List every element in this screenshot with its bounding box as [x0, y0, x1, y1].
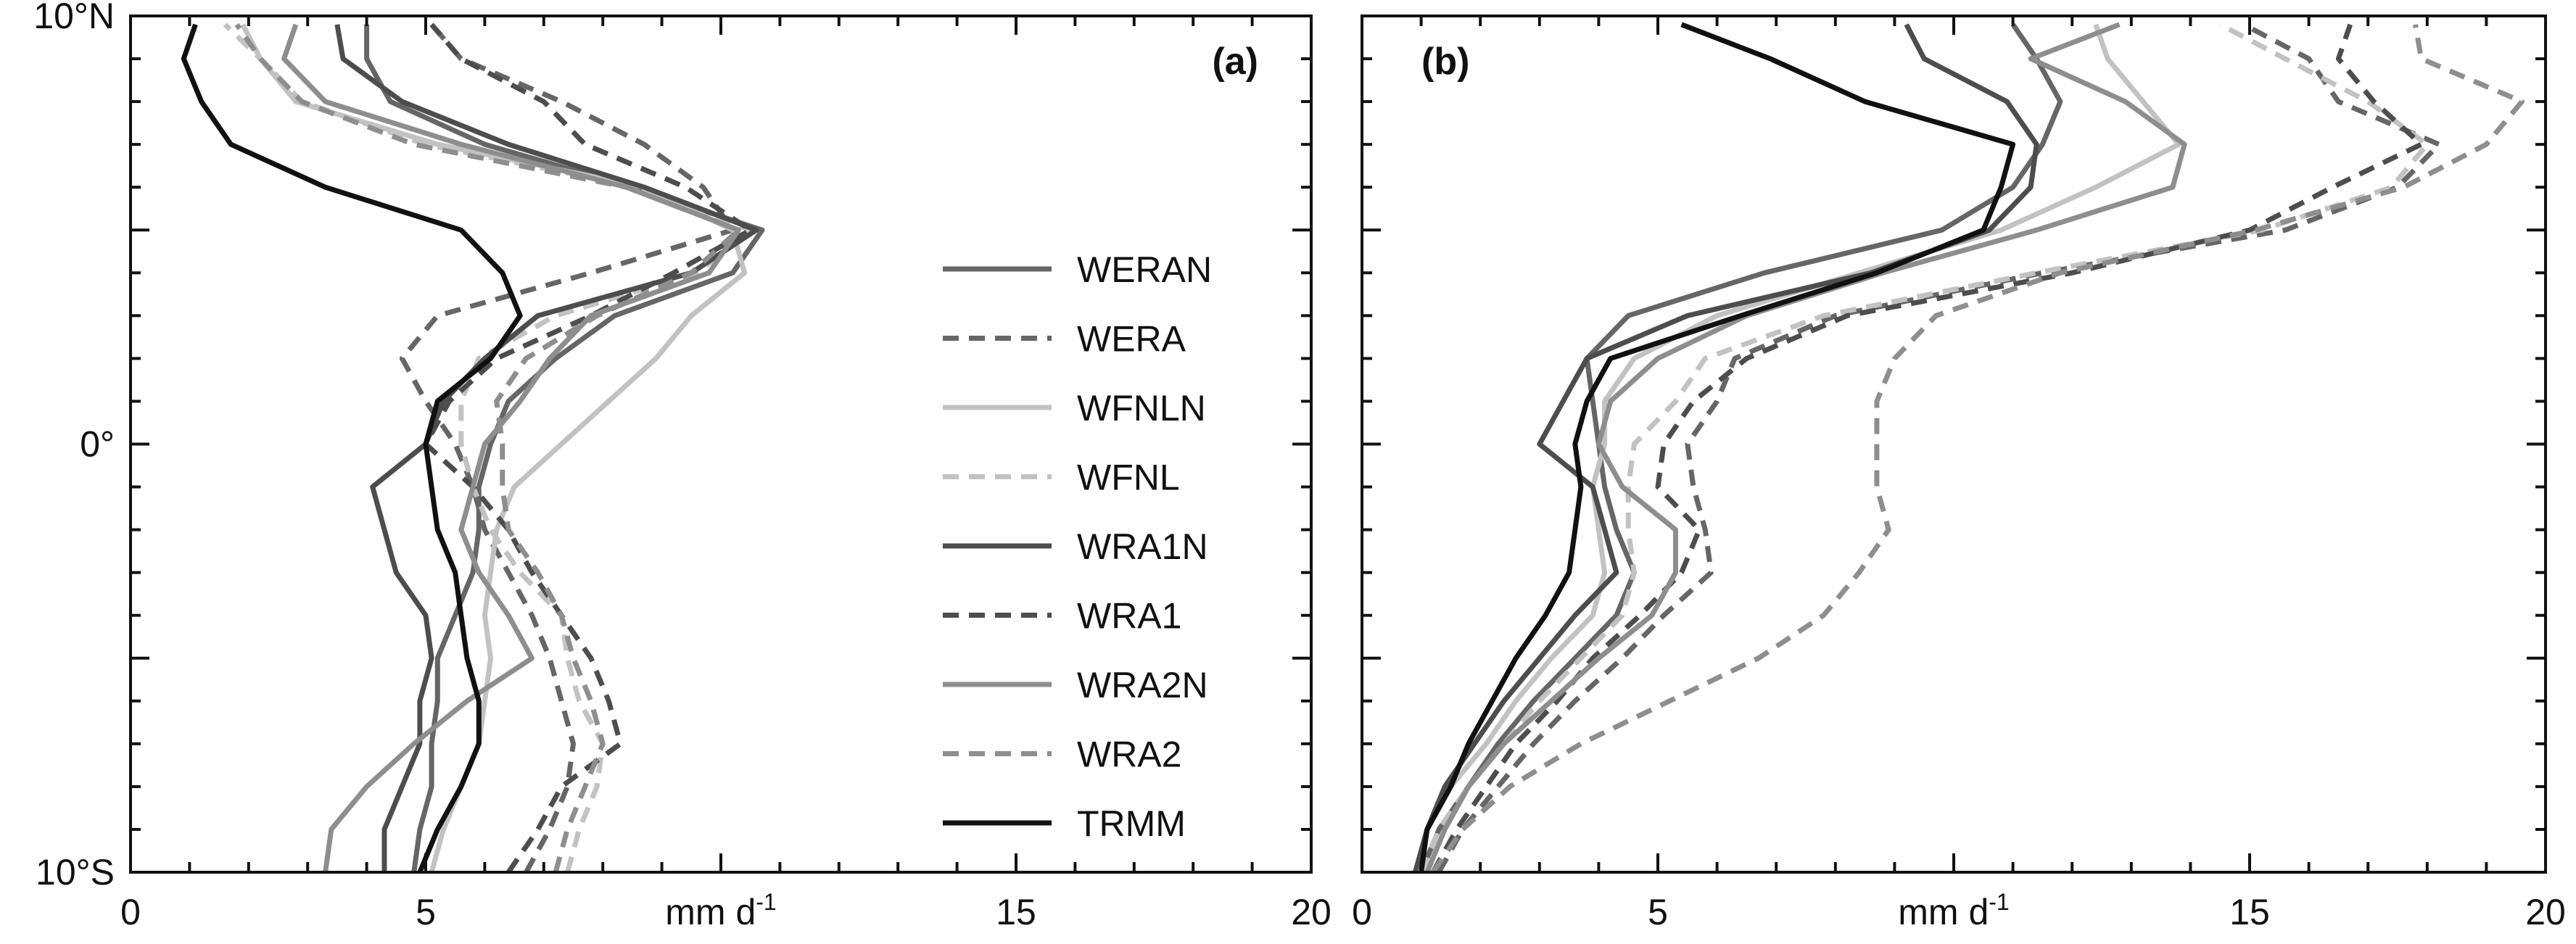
legend-label-wra1n: WRA1N: [1077, 526, 1208, 567]
series-line-wfnl: [1419, 22, 2430, 874]
series-line-wra2: [234, 22, 741, 873]
x-tick-label: 0: [120, 892, 141, 932]
series-line-trmm: [181, 23, 523, 874]
legend-label-wra2n: WRA2N: [1077, 665, 1208, 705]
legend-label-wera: WERA: [1077, 319, 1186, 360]
series-line-wra1n: [334, 24, 759, 872]
series-line-wera: [1437, 22, 2442, 874]
legend-label-trmm: TRMM: [1077, 803, 1186, 844]
x-axis-label: mm d-1: [665, 889, 776, 932]
panel-label: (a): [1212, 41, 1258, 83]
x-tick-label: 0: [1352, 892, 1372, 932]
x-tick-label: 5: [416, 892, 436, 932]
series-line-wra2: [1431, 24, 2525, 874]
series-line-wra1: [1430, 23, 2424, 874]
panel-a: 0 5 15 20 mm d-1 10°N 0° 10°S (a): [33, 0, 1332, 932]
panel-b: 0 5 15 20 mm d-1 (b): [1352, 15, 2566, 932]
x-tick-label: 20: [1291, 892, 1332, 932]
y-tick-label: 0°: [80, 424, 115, 465]
series-line-wra1n: [1413, 23, 2039, 873]
legend: WERAN WERA WFNLN WFNL WRA1N WRA1 WRA2N WRA2 TRMM: [943, 249, 1212, 844]
series-line-wra2n: [281, 23, 741, 873]
series-line-wra2n: [1424, 22, 2187, 874]
x-tick-label: 20: [2525, 892, 2566, 932]
x-tick-label: 5: [1648, 892, 1668, 932]
series-line-weran: [1419, 22, 2063, 874]
x-tick-label: 15: [996, 892, 1036, 932]
legend-label-wfnln: WFNLN: [1077, 388, 1206, 428]
y-tick-label: 10°S: [36, 852, 115, 893]
legend-label-weran: WERAN: [1077, 249, 1212, 290]
x-tick-label: 15: [2229, 892, 2270, 932]
y-tick-label: 10°N: [33, 0, 115, 36]
series-line-trmm: [1419, 22, 2016, 873]
x-axis-label: mm d-1: [1898, 889, 2009, 932]
series-line-wfnln: [1413, 23, 2181, 873]
legend-label-wfnl: WFNL: [1077, 457, 1180, 498]
legend-label-wra1: WRA1: [1077, 596, 1181, 637]
panel-label: (b): [1421, 41, 1469, 83]
series-line-wera: [399, 22, 735, 874]
legend-label-wra2: WRA2: [1077, 734, 1181, 775]
